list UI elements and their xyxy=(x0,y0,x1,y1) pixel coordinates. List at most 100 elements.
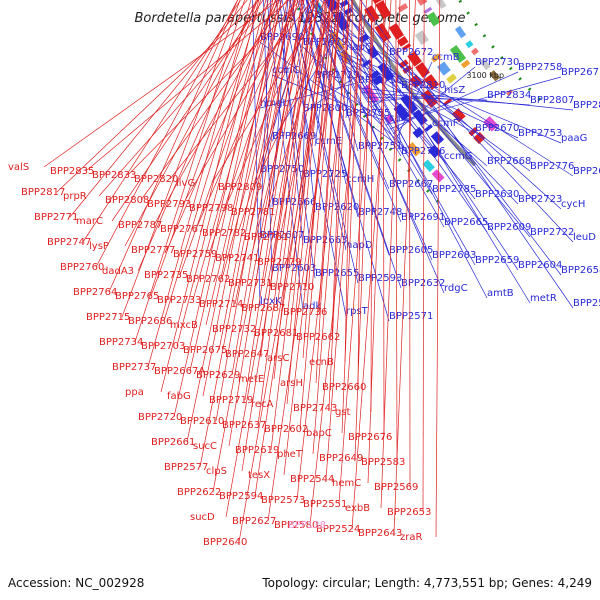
feature-block xyxy=(460,59,471,69)
gene-label-forward: BPP2753 xyxy=(518,128,562,139)
leader-line xyxy=(298,0,359,218)
leader-line xyxy=(338,0,377,505)
leader-line xyxy=(202,0,282,397)
gene-label-reverse: BPP2710 xyxy=(270,282,314,293)
gene-label-reverse: BPP2719 xyxy=(209,395,253,406)
gene-label-forward: BPP2630 xyxy=(475,189,519,200)
leader-line xyxy=(98,0,274,197)
leader-line xyxy=(82,0,241,243)
gene-label-reverse: metE xyxy=(238,374,264,385)
gene-label-reverse: BPP2817 xyxy=(21,187,65,198)
leader-line xyxy=(250,0,313,259)
leader-line xyxy=(327,0,562,210)
leader-line xyxy=(318,0,340,313)
gene-label-reverse: sucD xyxy=(190,512,215,523)
leader-line xyxy=(316,0,445,294)
gene-label-reverse: BPP2573 xyxy=(261,495,305,506)
gene-label-forward: BPP2593 xyxy=(358,273,402,284)
leader-line xyxy=(367,0,386,484)
leader-line xyxy=(345,0,531,304)
leader-line xyxy=(296,0,353,501)
gene-label-reverse: arsC xyxy=(267,353,289,364)
feature-block xyxy=(339,0,349,8)
leader-line xyxy=(153,0,280,226)
leader-line xyxy=(221,0,296,280)
gene-label-reverse: BPP2580 xyxy=(274,520,318,531)
gene-label-forward: hmgL xyxy=(260,98,288,109)
leader-line xyxy=(279,0,332,238)
feature-block xyxy=(471,47,479,56)
leader-line xyxy=(393,0,416,534)
leader-line xyxy=(354,0,373,459)
gene-label-reverse: prpR xyxy=(63,191,87,202)
gene-label-forward: leuD xyxy=(573,232,596,243)
gene-label-reverse: BPP2808 xyxy=(105,195,149,206)
feature-block xyxy=(426,11,441,27)
leader-line xyxy=(176,0,267,347)
leader-line xyxy=(215,0,292,422)
leader-line xyxy=(254,0,329,497)
gene-label-reverse: BPP2737 xyxy=(112,362,156,373)
leader-line xyxy=(302,0,332,359)
gene-label-forward: BPP2571 xyxy=(389,311,433,322)
tick-labels: 3100 kbp3050 kbp3000 kbp2950 kbp2900 kbp… xyxy=(466,71,504,80)
leader-line xyxy=(341,0,361,434)
feature-block xyxy=(479,58,491,71)
gene-label-reverse: bapC xyxy=(306,428,332,439)
gene-label-reverse: BPP2782 xyxy=(202,228,246,239)
feature-block xyxy=(393,103,411,121)
feature-block xyxy=(473,131,486,145)
leader-line xyxy=(360,0,574,309)
gene-label-forward: BPP2690 xyxy=(260,32,304,43)
gene-label-reverse: BPP2835 xyxy=(50,166,94,177)
gene-label-reverse: BPP2765 xyxy=(115,291,159,302)
gene-label-reverse: BPP2594 xyxy=(219,491,263,502)
leader-line xyxy=(56,0,260,193)
leader-line xyxy=(238,0,335,543)
gene-label-forward: BPP2631 xyxy=(573,166,600,177)
feature-block xyxy=(422,159,435,172)
feature-block xyxy=(397,36,409,47)
gene-label-reverse: lysP xyxy=(89,241,109,252)
gene-label-reverse: BPP2629 xyxy=(196,370,240,381)
gene-label-reverse: BPP2627 xyxy=(232,516,276,527)
gene-label-reverse: BPP2622 xyxy=(177,487,221,498)
gene-label-forward: BPP2607 xyxy=(260,230,304,241)
leader-line xyxy=(205,0,282,326)
gene-label-reverse: BPP2681 xyxy=(254,328,298,339)
leader-line xyxy=(337,0,519,271)
gene-label-forward: BPP2785 xyxy=(432,184,476,195)
gene-label-forward: lpxK xyxy=(260,296,282,307)
feature-block xyxy=(424,124,433,132)
leader-line xyxy=(409,0,411,488)
leader-line xyxy=(121,0,241,318)
gene-label-forward: BPP2672 xyxy=(389,47,433,58)
gene-label-reverse: BPP2735 xyxy=(144,270,188,281)
leader-line xyxy=(253,0,340,188)
leader-line xyxy=(344,0,574,243)
leader-line xyxy=(186,0,280,443)
gene-label-forward: BPP2604 xyxy=(518,260,562,271)
gene-label-forward: BPP2683 xyxy=(432,250,476,261)
feature-block xyxy=(409,74,423,89)
feature-block xyxy=(401,43,412,51)
leader-line xyxy=(309,0,368,526)
gene-label-reverse: BPP2743 xyxy=(293,403,337,414)
genome-backbone xyxy=(350,0,477,167)
leader-line xyxy=(208,0,295,255)
gene-label-forward: BPP2658 xyxy=(561,265,600,276)
gene-label-reverse: BPP2661 xyxy=(151,437,195,448)
leader-line xyxy=(357,0,362,388)
feature-block xyxy=(454,25,467,39)
gene-label-reverse: BPP2703 xyxy=(141,341,185,352)
leader-line xyxy=(333,0,531,238)
leader-line xyxy=(288,0,359,284)
leader-line xyxy=(435,0,441,538)
feature-block xyxy=(489,70,500,82)
gene-label-reverse: BPP2524 xyxy=(316,524,360,535)
leader-line xyxy=(231,0,296,376)
gene-label-forward: ccmE xyxy=(315,136,342,147)
leader-line xyxy=(108,0,239,293)
leader-line xyxy=(257,0,315,426)
gene-label-forward: adk xyxy=(303,301,321,312)
